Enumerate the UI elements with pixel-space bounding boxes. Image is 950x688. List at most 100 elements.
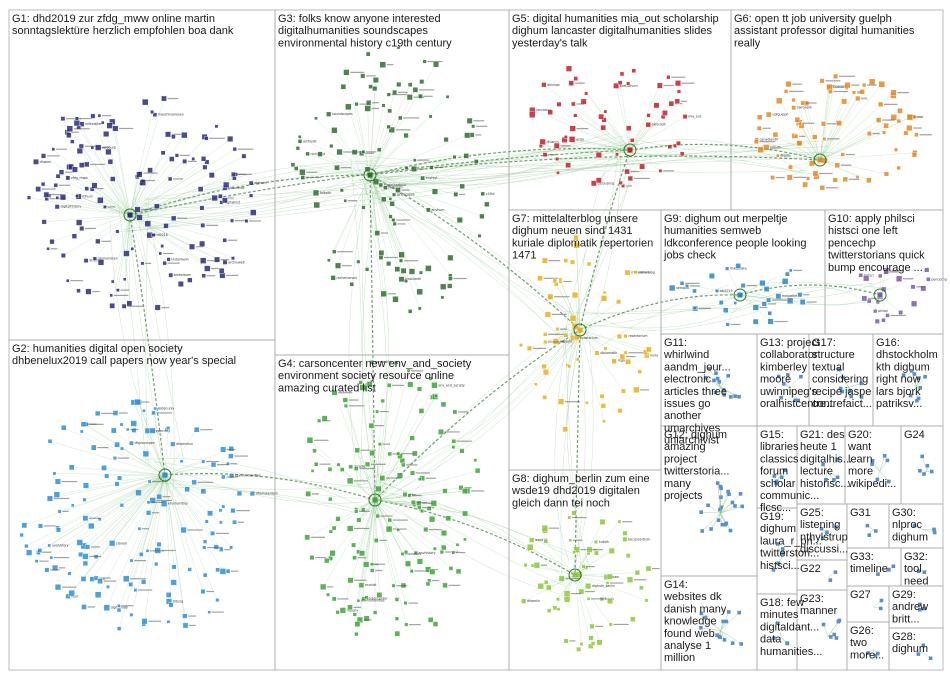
node-label-mark (84, 145, 98, 147)
group-title-g6: G6: open tt job university guelph assista… (734, 13, 915, 49)
node (331, 389, 338, 396)
node (46, 495, 53, 502)
group-title-line: right now (876, 374, 921, 386)
node (590, 180, 597, 187)
group-title-line: tool (904, 563, 922, 575)
node (123, 250, 130, 257)
node (56, 527, 61, 533)
node (65, 175, 71, 181)
node (369, 568, 375, 573)
node (718, 300, 724, 305)
cluster-g10: philscihistscipencechp (858, 267, 947, 324)
group-title-line: assistant professor digital humanities (734, 25, 915, 37)
node (221, 504, 226, 509)
node (408, 268, 416, 275)
node (46, 247, 50, 251)
node (724, 619, 729, 624)
edge (106, 474, 166, 477)
node (645, 346, 652, 353)
group-panel-g4 (274, 354, 510, 671)
node-label-mark (141, 528, 150, 530)
node-label-mark (867, 84, 877, 86)
node (389, 201, 395, 207)
edge (129, 112, 153, 216)
node-label-mark (455, 551, 466, 554)
node-label-mark (230, 463, 237, 465)
node-label-mark (61, 480, 78, 483)
node (932, 527, 936, 532)
node (95, 144, 102, 151)
node-label-mark (364, 152, 375, 154)
node (737, 610, 741, 615)
edge (355, 160, 389, 486)
edge (814, 136, 821, 161)
node (474, 467, 481, 474)
node (204, 159, 210, 165)
edge (92, 189, 131, 216)
node-label: uvahistory (52, 543, 69, 547)
edge (97, 474, 166, 595)
node-label: kulturerbe (228, 186, 244, 190)
strong-edge (579, 294, 741, 331)
node (833, 570, 838, 574)
node-label-mark (833, 86, 848, 88)
node-label-mark (392, 519, 408, 521)
edge (374, 499, 429, 570)
edge (879, 270, 887, 296)
hub-node (372, 497, 378, 503)
edge (146, 458, 386, 519)
edge (574, 550, 612, 576)
node (558, 575, 565, 582)
edge (819, 119, 879, 161)
edge (374, 460, 403, 501)
node-label-mark (771, 299, 788, 301)
node-label-mark (130, 578, 146, 580)
node (210, 461, 217, 468)
node (53, 183, 58, 188)
node-label: germanisten (98, 257, 118, 261)
node (90, 113, 96, 119)
edge (779, 100, 821, 161)
hub-node (127, 212, 133, 218)
node (84, 161, 90, 168)
node-label: envhumanities (361, 599, 385, 603)
edge (59, 474, 166, 512)
node (398, 276, 405, 283)
node-label-mark (548, 260, 561, 262)
node (692, 306, 697, 311)
node (653, 102, 660, 109)
node (324, 558, 330, 564)
node (622, 536, 628, 542)
node (774, 479, 779, 484)
node (73, 119, 80, 127)
node (332, 249, 337, 254)
node-label: munichrcc (405, 552, 422, 556)
node (416, 288, 423, 295)
node-label-mark (64, 171, 76, 173)
node (406, 369, 411, 373)
node-label-mark (423, 95, 433, 97)
edge (720, 491, 729, 514)
group-title-g3: G3: folks know anyone interested digitalh… (278, 13, 452, 49)
node (624, 168, 630, 175)
node (407, 493, 412, 498)
group-title-line: G28: (892, 631, 916, 643)
node (443, 137, 449, 143)
group-title-g20: G20: want learn more wikipedi... (847, 429, 896, 490)
group-title-line: more... (850, 649, 884, 661)
node-label-mark (427, 60, 443, 63)
node (723, 307, 729, 313)
node (378, 182, 384, 188)
node-label-mark (41, 188, 56, 190)
edge (921, 456, 928, 472)
node (477, 233, 482, 238)
node-label-mark (236, 509, 250, 512)
edge (562, 148, 647, 350)
edge (130, 474, 166, 585)
node (328, 497, 333, 502)
node (199, 240, 206, 247)
node (431, 188, 438, 195)
node (819, 526, 824, 531)
edge (164, 429, 197, 476)
node (461, 488, 468, 494)
